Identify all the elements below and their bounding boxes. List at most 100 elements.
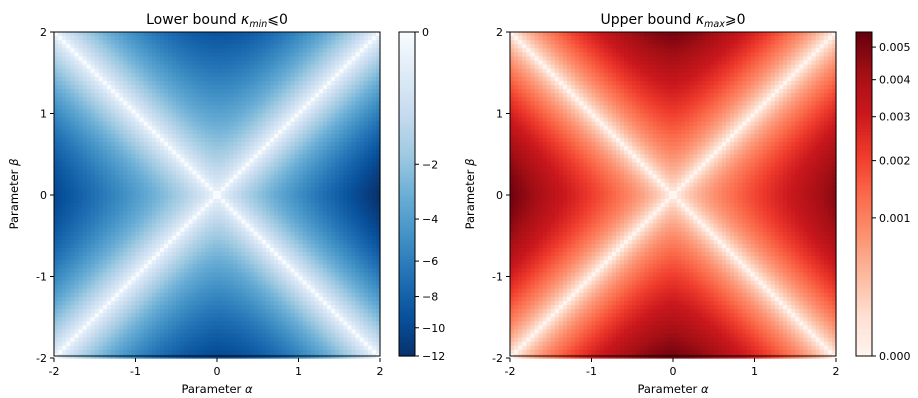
- heatmap-cell: [265, 89, 271, 94]
- heatmap-cell: [274, 260, 279, 265]
- heatmap-cell: [123, 243, 128, 249]
- heatmap-cell: [62, 32, 67, 37]
- heatmap-cell: [257, 76, 263, 82]
- heatmap-cell: [54, 174, 59, 180]
- heatmap-cell: [164, 146, 169, 151]
- heatmap-cell: [233, 215, 238, 221]
- heatmap-cell: [180, 76, 185, 82]
- heatmap-cell: [290, 207, 296, 212]
- heatmap-cell: [131, 325, 137, 331]
- heatmap-cell: [147, 105, 153, 111]
- heatmap-cell: [127, 317, 133, 322]
- heatmap-cell: [115, 89, 120, 94]
- heatmap-cell: [139, 56, 145, 62]
- heatmap-cell: [221, 166, 226, 172]
- heatmap-cell: [225, 219, 230, 225]
- heatmap-cell: [200, 199, 206, 204]
- heatmap-cell: [127, 36, 133, 41]
- heatmap-cell: [200, 68, 206, 74]
- heatmap-cell: [274, 162, 279, 168]
- heatmap-cell: [58, 56, 63, 62]
- heatmap-cell: [164, 247, 169, 253]
- heatmap-cell: [86, 80, 92, 86]
- heatmap-cell: [237, 227, 243, 233]
- heatmap-cell: [131, 227, 137, 233]
- heatmap-cell: [188, 129, 194, 135]
- heatmap-cell: [249, 203, 255, 208]
- heatmap-cell: [208, 170, 214, 176]
- heatmap-cell: [286, 195, 291, 200]
- heatmap-cell: [278, 190, 283, 196]
- heatmap-cell: [261, 276, 267, 282]
- heatmap-cell: [119, 89, 124, 94]
- heatmap-cell: [208, 243, 214, 249]
- heatmap-cell: [94, 333, 100, 339]
- heatmap-cell: [241, 174, 247, 180]
- heatmap-cell: [261, 337, 267, 343]
- heatmap-cell: [221, 288, 226, 294]
- heatmap-cell: [155, 101, 161, 106]
- heatmap-cell: [119, 109, 124, 115]
- heatmap-cell: [225, 321, 230, 326]
- heatmap-cell: [54, 64, 59, 70]
- heatmap-cell: [249, 56, 255, 62]
- heatmap-cell: [78, 264, 84, 269]
- heatmap-cell: [286, 60, 291, 66]
- heatmap-cell: [180, 252, 185, 257]
- heatmap-cell: [196, 182, 202, 188]
- heatmap-cell: [74, 80, 80, 86]
- heatmap-cell: [294, 325, 300, 331]
- heatmap-cell: [135, 341, 141, 347]
- heatmap-cell: [184, 345, 190, 351]
- heatmap-cell: [127, 97, 133, 102]
- heatmap-cell: [86, 121, 92, 127]
- heatmap-cell: [78, 32, 84, 37]
- heatmap-cell: [249, 305, 255, 310]
- heatmap-cell: [168, 199, 173, 204]
- heatmap-cell: [62, 84, 67, 90]
- heatmap-cell: [62, 203, 67, 208]
- heatmap-cell: [127, 109, 133, 115]
- heatmap-cell: [225, 280, 230, 286]
- heatmap-cell: [147, 333, 153, 339]
- heatmap-cell: [147, 97, 153, 102]
- heatmap-cell: [176, 93, 181, 98]
- heatmap-cell: [119, 162, 124, 168]
- heatmap-cell: [269, 129, 275, 135]
- heatmap-cell: [294, 105, 300, 111]
- heatmap-cell: [257, 190, 263, 196]
- heatmap-cell: [261, 56, 267, 62]
- heatmap-cell: [123, 325, 128, 331]
- heatmap-cell: [168, 36, 173, 41]
- heatmap-cell: [282, 60, 287, 66]
- heatmap-cell: [294, 280, 300, 286]
- heatmap-cell: [298, 89, 304, 94]
- heatmap-cell: [233, 199, 238, 204]
- heatmap-cell: [106, 129, 112, 135]
- heatmap-cell: [225, 284, 230, 290]
- heatmap-cell: [290, 243, 296, 249]
- heatmap-cell: [82, 84, 88, 90]
- heatmap-cell: [282, 296, 287, 302]
- heatmap-cell: [225, 309, 230, 314]
- heatmap-cell: [196, 170, 202, 176]
- heatmap-cell: [200, 219, 206, 225]
- heatmap-cell: [176, 125, 181, 131]
- heatmap-cell: [74, 223, 80, 229]
- heatmap-cell: [249, 52, 255, 58]
- heatmap-cell: [131, 36, 137, 41]
- heatmap-cell: [58, 305, 63, 310]
- heatmap-cell: [294, 333, 300, 339]
- heatmap-cell: [164, 190, 169, 196]
- heatmap-cell: [58, 280, 63, 286]
- heatmap-cell: [131, 284, 137, 290]
- heatmap-cell: [241, 195, 247, 200]
- heatmap-cell: [115, 288, 120, 294]
- heatmap-cell: [184, 64, 190, 70]
- heatmap-cell: [139, 329, 145, 335]
- heatmap-cell: [212, 166, 218, 172]
- heatmap-cell: [139, 276, 145, 282]
- heatmap-cell: [180, 260, 185, 265]
- heatmap-cell: [155, 268, 161, 274]
- heatmap-cell: [282, 272, 287, 278]
